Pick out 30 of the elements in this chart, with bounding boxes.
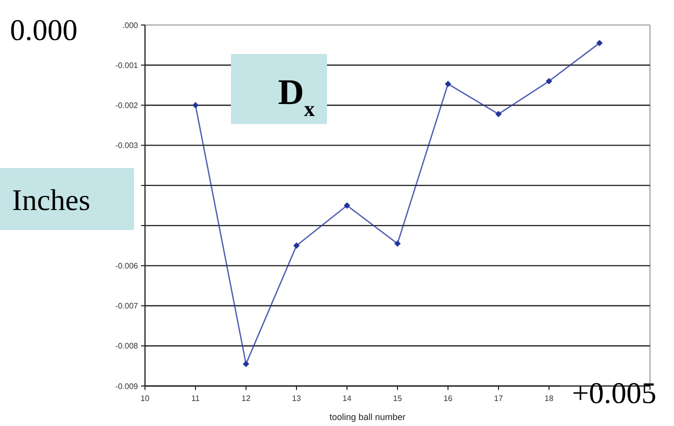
- point: [596, 40, 603, 46]
- point: [242, 360, 250, 368]
- y-tick-label: -0.006: [115, 261, 139, 270]
- x-axis-title: tooling ball number: [329, 412, 406, 422]
- text: 0.000: [10, 14, 78, 47]
- x-tick-label: 17: [494, 394, 504, 403]
- point: [293, 242, 300, 249]
- y-tick-label: .000: [122, 20, 139, 30]
- x-tick-label: 13: [292, 394, 302, 403]
- x-tick-label: 18: [544, 394, 554, 403]
- y-tick-label: -0.008: [115, 342, 139, 351]
- annotation: +0.005: [572, 377, 656, 410]
- x-tick-label: 11: [191, 394, 200, 403]
- y-tick-label: -0.002: [115, 101, 139, 110]
- point: [394, 240, 401, 247]
- point: [344, 202, 350, 209]
- point: [495, 110, 502, 118]
- x-tick-label: 10: [140, 394, 150, 403]
- annotation: D$_{x}$: [278, 72, 315, 121]
- x-tick-label: 12: [242, 394, 251, 403]
- y-tick-label: -0.001: [115, 60, 139, 70]
- point: [444, 80, 452, 88]
- x-tick-label: 15: [393, 394, 402, 403]
- point: [546, 78, 552, 84]
- x-tick-label: 14: [342, 394, 352, 403]
- text: Inches: [12, 184, 90, 217]
- y-tick-label: -0.009: [115, 382, 139, 391]
- y-tick-label: -0.007: [115, 302, 139, 311]
- x-tick-label: 16: [444, 394, 453, 403]
- y-tick-label: -0.003: [115, 141, 139, 150]
